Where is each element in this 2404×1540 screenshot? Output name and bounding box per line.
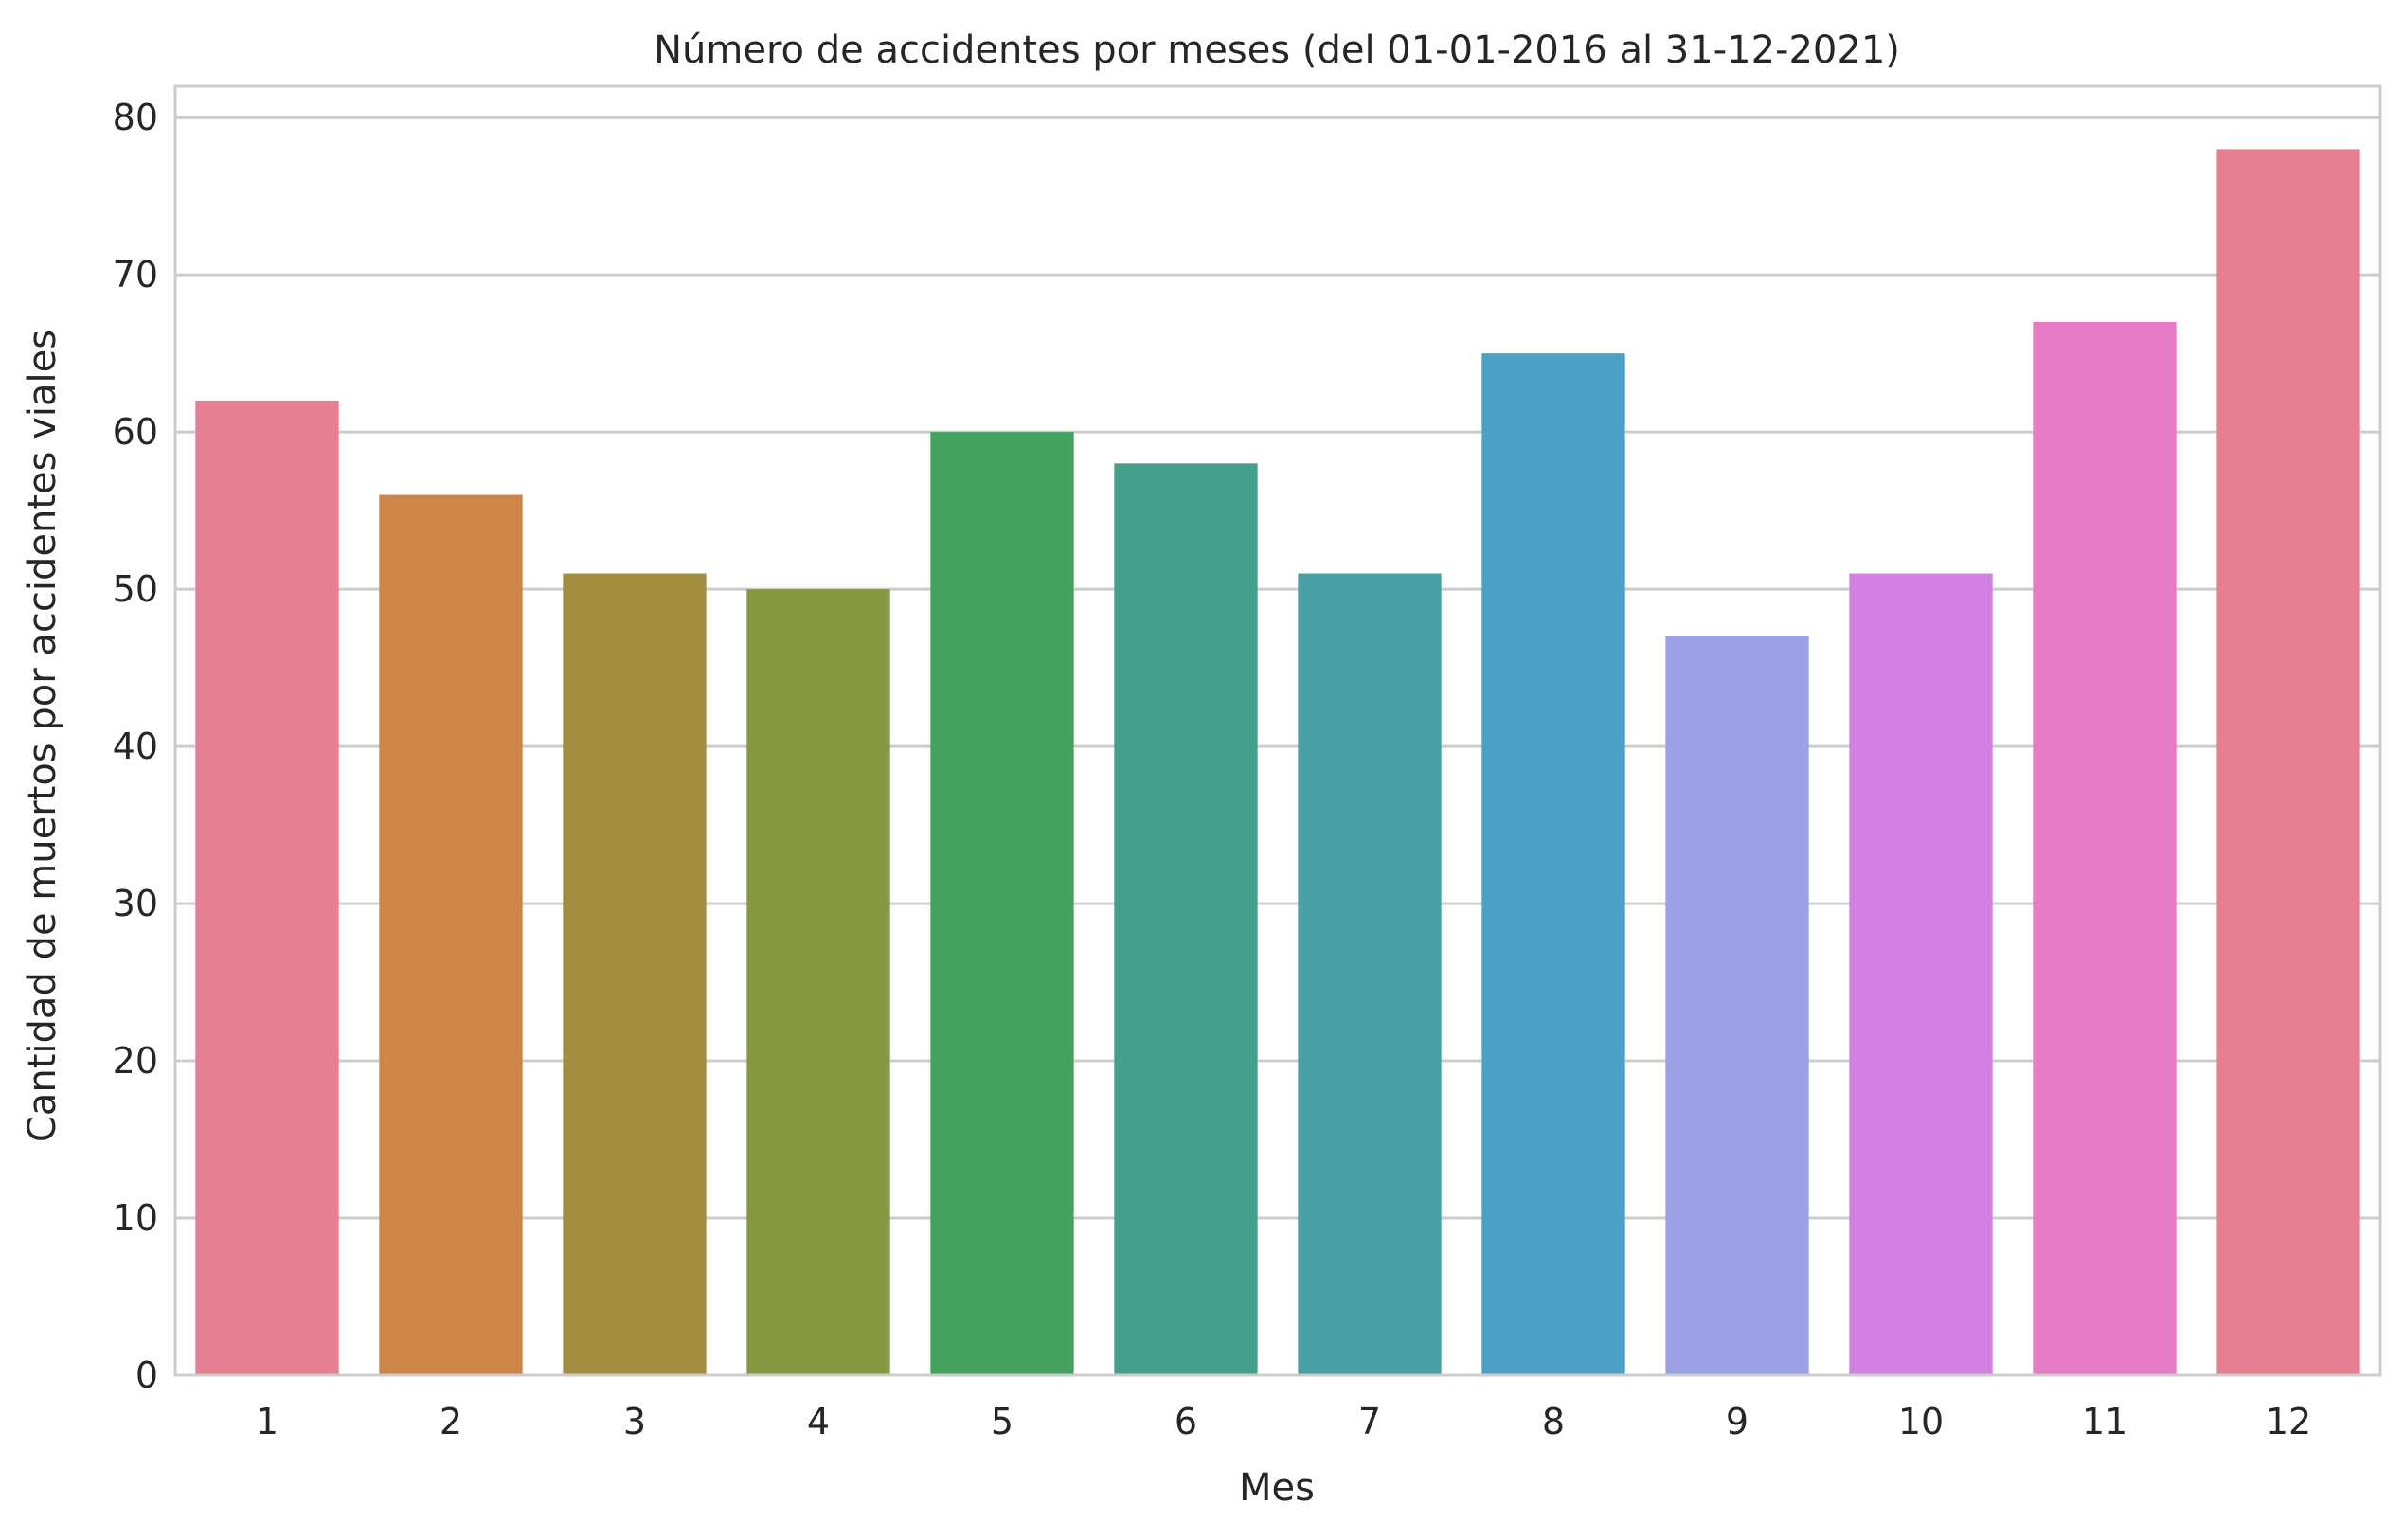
bar-8 [1481,353,1625,1375]
y-tick-label: 40 [113,725,158,767]
y-tick-label: 20 [113,1040,158,1082]
x-tick-label: 1 [256,1401,278,1442]
x-tick-label: 3 [623,1401,646,1442]
y-tick-label: 0 [135,1354,158,1396]
y-tick-label: 70 [113,254,158,295]
x-axis-ticks: 1 2 3 4 5 6 7 8 9 10 11 12 [256,1401,2311,1442]
bar-1 [195,400,339,1376]
y-axis-ticks: 0 10 20 30 40 50 60 70 80 [113,97,158,1396]
x-tick-label: 10 [1898,1401,1944,1442]
bar-10 [1849,573,1993,1375]
plot-frame [173,84,2382,1377]
bar-12 [2216,149,2360,1375]
y-tick-label: 10 [113,1197,158,1239]
x-tick-label: 4 [807,1401,830,1442]
y-axis-label: Cantidad de muertos por accidentes viale… [21,330,64,1142]
bars [195,149,2360,1376]
y-tick-label: 30 [113,883,158,924]
x-tick-label: 2 [440,1401,462,1442]
x-axis-label: Mes [1239,1466,1315,1510]
bar-2 [379,494,523,1375]
bar-6 [1114,463,1258,1376]
x-tick-label: 8 [1542,1401,1565,1442]
x-tick-label: 9 [1726,1401,1749,1442]
x-tick-label: 7 [1358,1401,1381,1442]
x-tick-label: 6 [1175,1401,1197,1442]
bar-3 [563,573,707,1375]
y-tick-label: 80 [113,97,158,138]
bar-4 [746,589,890,1375]
y-tick-label: 50 [113,568,158,610]
x-tick-label: 5 [991,1401,1014,1442]
gridlines [175,116,2380,1377]
bar-5 [930,432,1074,1375]
chart-title: Número de accidentes por meses (del 01-0… [654,28,1900,72]
bar-9 [1665,636,1809,1375]
x-tick-label: 11 [2082,1401,2127,1442]
y-tick-label: 60 [113,411,158,453]
x-tick-label: 12 [2266,1401,2311,1442]
bar-7 [1298,573,1442,1375]
bar-11 [2033,321,2177,1376]
